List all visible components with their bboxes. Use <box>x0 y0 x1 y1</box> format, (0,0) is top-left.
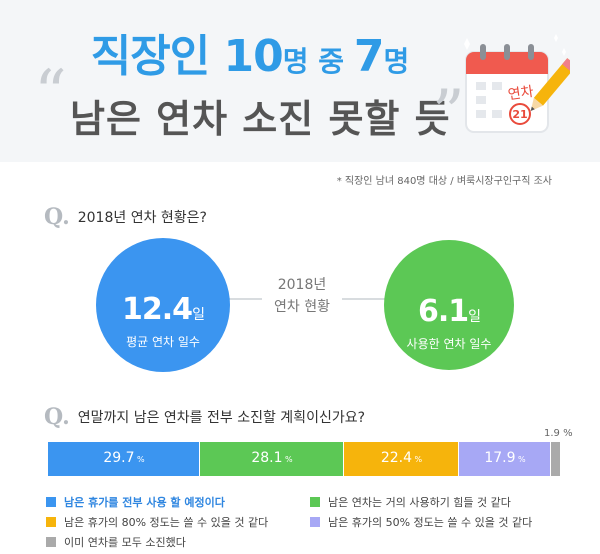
bar-value-label-outside: 1.9 % <box>544 428 573 439</box>
header-banner: “ 직장인 10명 중 7명 남은 연차 소진 못할 듯 ” 연차 21 <box>0 0 600 162</box>
legend-swatch <box>46 497 56 507</box>
legend-item: 남은 휴가의 50% 정도는 쓸 수 있을 것 같다 <box>310 514 532 530</box>
center-label-line2: 연차 현황 <box>274 299 330 315</box>
average-days-label: 평균 연차 일수 <box>126 335 200 349</box>
legend-label: 남은 휴가를 전부 사용 할 예정이다 <box>64 496 225 509</box>
question-2: Q. 연말까지 남은 연차를 전부 소진할 계획이신가요? <box>44 404 365 430</box>
legend-swatch <box>310 497 320 507</box>
bar-segment-1 <box>48 442 200 476</box>
chart-legend: 남은 휴가를 전부 사용 할 예정이다 남은 연차는 거의 사용하기 힘들 것 같… <box>46 494 566 554</box>
page-title: 직장인 10명 중 7명 <box>0 20 500 84</box>
calendar-icon: 연차 21 <box>464 34 570 133</box>
bar-value-number: 28.1 <box>251 450 283 466</box>
average-days-value-row: 12.4일 <box>96 292 230 327</box>
bar-value-unit: % <box>134 455 145 464</box>
bar-value-unit: % <box>412 455 423 464</box>
legend-item: 남은 휴가의 80% 정도는 쓸 수 있을 것 같다 <box>46 514 268 530</box>
title-unit1: 명 중 <box>282 45 354 78</box>
used-days-circle: 6.1일 사용한 연차 일수 <box>384 240 514 370</box>
used-days-unit: 일 <box>468 309 481 325</box>
bar-value-number: 17.9 <box>484 450 516 466</box>
used-days-value-row: 6.1일 <box>384 294 514 329</box>
close-quote-mark: ” <box>432 77 465 151</box>
average-days-unit: 일 <box>192 307 205 323</box>
calendar-day: 21 <box>512 108 527 121</box>
legend-swatch <box>46 517 56 527</box>
stacked-bar-chart: 29.7 % 28.1 % 22.4 % 17.9 % <box>48 442 561 476</box>
bar-value-label: 29.7 % <box>48 450 200 466</box>
bar-value-label: 28.1 % <box>200 450 344 466</box>
average-days-circle: 12.4일 평균 연차 일수 <box>96 238 230 372</box>
bar-value-label: 22.4 % <box>344 450 459 466</box>
calendar-text: 연차 <box>507 84 535 103</box>
legend-item: 남은 연차는 거의 사용하기 힘들 것 같다 <box>310 494 511 510</box>
question-1: Q. 2018년 연차 현황은? <box>44 204 207 230</box>
question-1-text: 2018년 연차 현황은? <box>77 210 207 226</box>
legend-swatch <box>310 517 320 527</box>
source-note: * 직장인 남녀 840명 대상 / 벼룩시장구인구직 조사 <box>336 176 552 187</box>
title-num1: 10 <box>223 31 284 82</box>
legend-swatch <box>46 537 56 547</box>
used-days-value: 6.1 <box>417 294 469 329</box>
legend-item: 이미 연차를 모두 소진했다 <box>46 534 186 550</box>
average-days-value: 12.4 <box>122 292 193 327</box>
used-days-label: 사용한 연차 일수 <box>406 337 492 351</box>
page-subtitle: 남은 연차 소진 못할 듯 <box>70 97 451 141</box>
legend-label: 이미 연차를 모두 소진했다 <box>64 536 186 549</box>
legend-label: 남은 휴가의 50% 정도는 쓸 수 있을 것 같다 <box>328 516 533 529</box>
bar-value-number: 29.7 <box>103 450 135 466</box>
question-2-text: 연말까지 남은 연차를 전부 소진할 계획이신가요? <box>77 410 366 426</box>
center-label: 2018년 연차 현황 <box>262 274 342 318</box>
bar-value-number: 22.4 <box>380 450 412 466</box>
bar-value-unit: % <box>515 455 526 464</box>
bar-value-unit: % <box>282 455 293 464</box>
bar-value-label: 17.9 % <box>459 450 551 466</box>
legend-label: 남은 연차는 거의 사용하기 힘들 것 같다 <box>328 496 511 509</box>
title-part1: 직장인 <box>90 31 224 82</box>
bar-segment-4 <box>459 442 551 476</box>
open-quote-mark: “ <box>34 57 67 131</box>
title-unit2: 명 <box>383 45 410 78</box>
bar-segment-5 <box>551 442 561 476</box>
legend-label: 남은 휴가의 80% 정도는 쓸 수 있을 것 같다 <box>64 516 269 529</box>
q-mark-icon: Q. <box>44 404 70 430</box>
legend-item: 남은 휴가를 전부 사용 할 예정이다 <box>46 494 225 510</box>
bar-segment-2 <box>200 442 344 476</box>
bar-segment-3 <box>344 442 459 476</box>
title-num2: 7 <box>353 31 385 82</box>
center-label-line1: 2018년 <box>277 277 327 293</box>
q-mark-icon: Q. <box>44 204 70 230</box>
